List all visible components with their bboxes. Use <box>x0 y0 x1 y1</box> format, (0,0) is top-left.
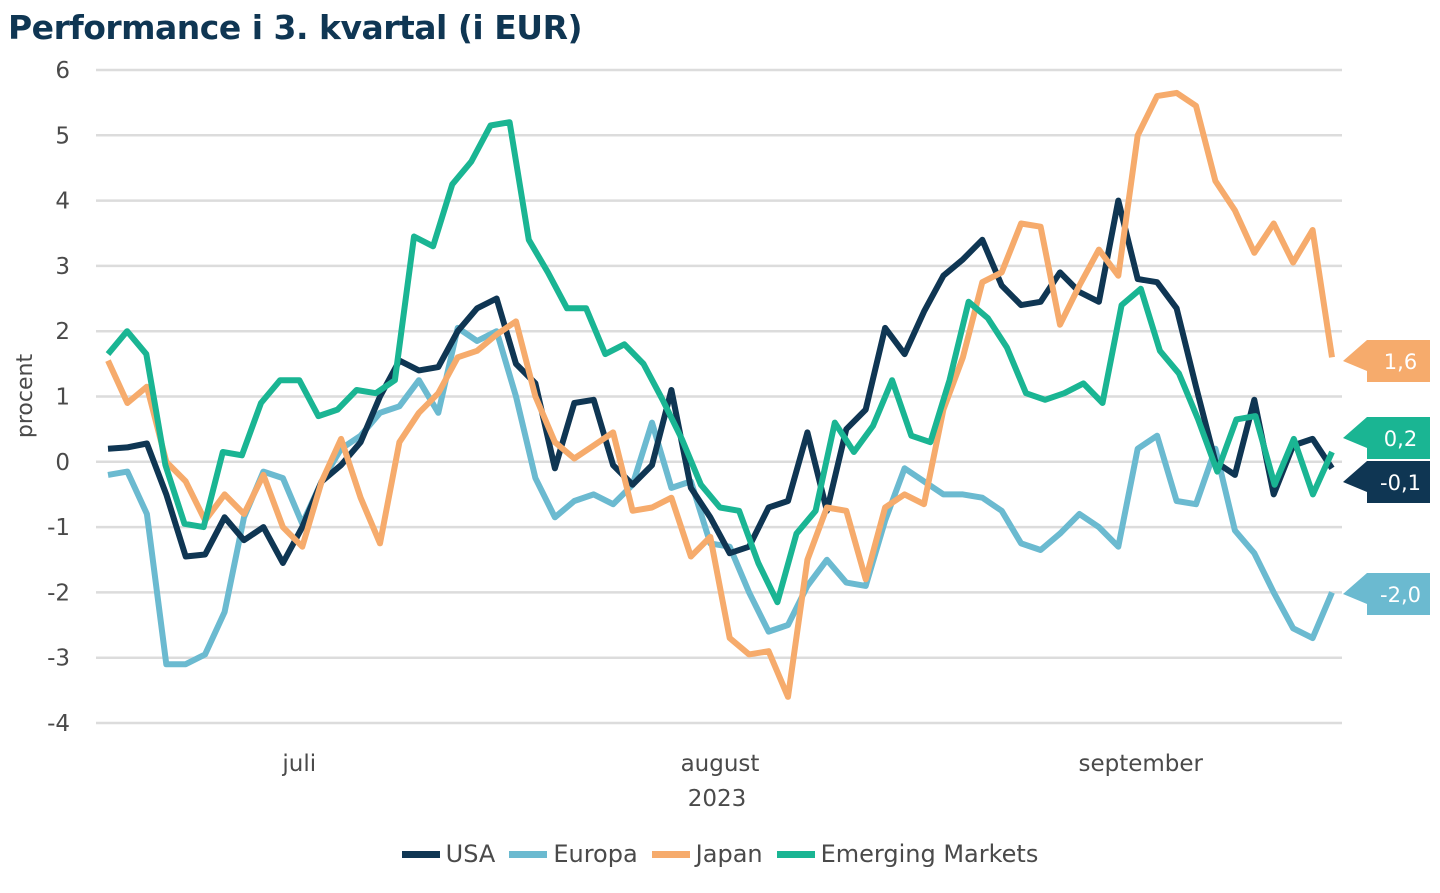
end-label-text: 1,6 <box>1384 350 1417 374</box>
end-label-box <box>1343 461 1430 503</box>
x-tick-label: august <box>681 751 760 777</box>
series-line-emerging-markets <box>105 119 1335 606</box>
end-label-usa: -0,1 <box>1343 461 1430 503</box>
y-tick-label: -2 <box>47 580 70 606</box>
y-tick-label: 6 <box>55 58 70 84</box>
legend-label: USA <box>445 840 496 868</box>
y-tick-label: 3 <box>55 254 70 280</box>
y-tick-label: 4 <box>55 189 70 215</box>
end-label-box <box>1343 417 1430 459</box>
y-tick-label: -4 <box>47 711 70 737</box>
end-label-text: 0,2 <box>1384 427 1417 451</box>
legend-label: Japan <box>695 840 763 868</box>
chart-title: Performance i 3. kvartal (i EUR) <box>8 8 583 47</box>
end-label-box <box>1343 340 1430 382</box>
end-label-text: -0,1 <box>1380 471 1421 495</box>
legend-label: Europa <box>553 840 638 868</box>
end-label-europa: -2,0 <box>1343 573 1430 615</box>
y-tick-label: 5 <box>55 123 70 149</box>
y-tick-label: -3 <box>47 646 70 672</box>
end-label-japan: 1,6 <box>1343 340 1430 382</box>
y-tick-label: 0 <box>55 450 70 476</box>
series-lines <box>105 89 1335 700</box>
y-tick-label: 1 <box>55 385 70 411</box>
legend-swatch-europa <box>509 850 548 858</box>
legend-item-emerging-markets[interactable]: Emerging Markets <box>776 840 1039 868</box>
y-axis-label: procent <box>13 354 38 439</box>
legend-swatch-emerging-markets <box>776 850 815 858</box>
series-line-japan <box>105 89 1335 700</box>
gridlines <box>96 68 1342 725</box>
legend-item-europa[interactable]: Europa <box>509 840 638 868</box>
x-tick-label: september <box>1078 751 1203 777</box>
legend: USA Europa Japan Emerging Markets <box>0 840 1440 868</box>
legend-swatch-usa <box>401 850 440 858</box>
y-axis-ticks: 6 5 4 3 2 1 0 -1 -2 -3 -4 <box>47 58 70 737</box>
y-tick-label: 2 <box>55 319 70 345</box>
end-labels: 1,6 0,2 -0,1 -2,0 <box>1343 340 1430 615</box>
x-axis-year-label: 2023 <box>688 786 747 812</box>
end-label-text: -2,0 <box>1380 583 1421 607</box>
end-label-emerging-markets: 0,2 <box>1343 417 1430 459</box>
x-tick-label: juli <box>281 751 316 777</box>
legend-item-usa[interactable]: USA <box>401 840 496 868</box>
legend-swatch-japan <box>651 850 690 858</box>
x-axis-ticks: juli august september <box>281 751 1203 777</box>
end-label-box <box>1343 573 1430 615</box>
legend-item-japan[interactable]: Japan <box>651 840 763 868</box>
legend-label: Emerging Markets <box>820 840 1039 868</box>
y-tick-label: -1 <box>47 515 70 541</box>
